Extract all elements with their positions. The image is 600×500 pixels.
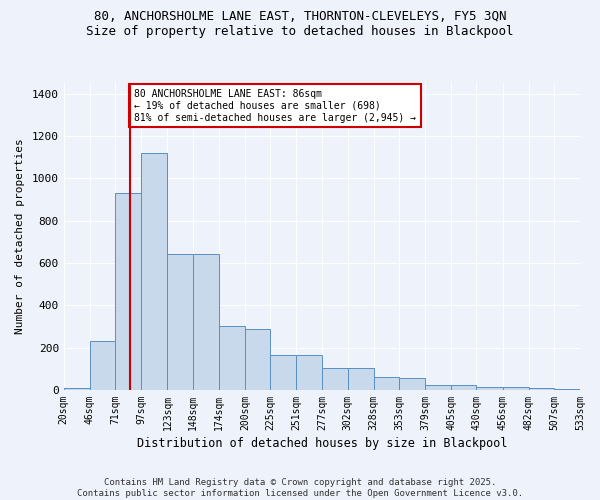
- Bar: [374, 377, 399, 390]
- Bar: [425, 384, 451, 390]
- Bar: [451, 384, 476, 390]
- Text: 80 ANCHORSHOLME LANE EAST: 86sqm
← 19% of detached houses are smaller (698)
81% : 80 ANCHORSHOLME LANE EAST: 86sqm ← 19% o…: [134, 90, 416, 122]
- Bar: [167, 254, 193, 390]
- Y-axis label: Number of detached properties: Number of detached properties: [15, 138, 25, 334]
- Text: Contains HM Land Registry data © Crown copyright and database right 2025.
Contai: Contains HM Land Registry data © Crown c…: [77, 478, 523, 498]
- Bar: [296, 355, 322, 390]
- Bar: [554, 389, 580, 390]
- Bar: [64, 388, 90, 390]
- Bar: [115, 193, 141, 390]
- Bar: [322, 368, 347, 390]
- Bar: [270, 355, 296, 390]
- Bar: [245, 328, 270, 390]
- X-axis label: Distribution of detached houses by size in Blackpool: Distribution of detached houses by size …: [137, 437, 507, 450]
- Bar: [141, 153, 167, 390]
- Bar: [219, 326, 245, 390]
- Bar: [347, 368, 374, 390]
- Bar: [503, 387, 529, 390]
- Bar: [529, 388, 554, 390]
- Text: 80, ANCHORSHOLME LANE EAST, THORNTON-CLEVELEYS, FY5 3QN
Size of property relativ: 80, ANCHORSHOLME LANE EAST, THORNTON-CLE…: [86, 10, 514, 38]
- Bar: [193, 254, 219, 390]
- Bar: [476, 387, 503, 390]
- Bar: [399, 378, 425, 390]
- Bar: [90, 342, 115, 390]
